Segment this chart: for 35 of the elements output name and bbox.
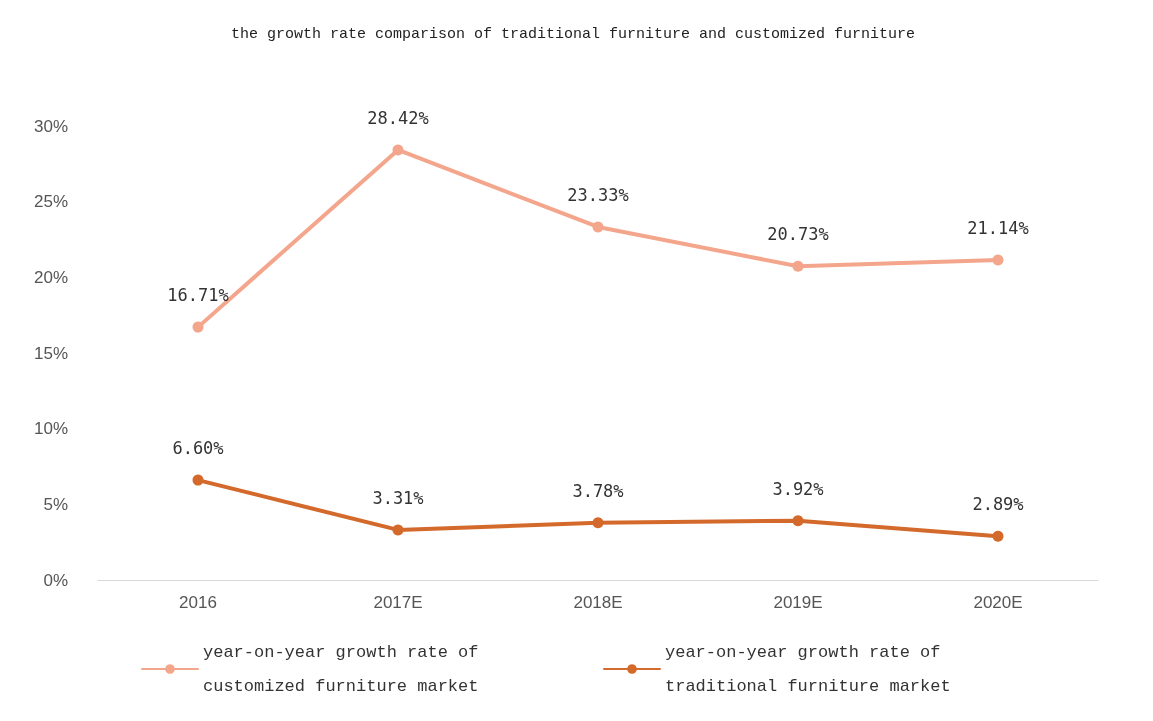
y-tick-label: 25% (33, 192, 68, 212)
point (392, 144, 404, 156)
data-label: 20.73% (767, 224, 829, 245)
point (192, 474, 204, 486)
data-label: 3.92% (772, 478, 824, 499)
x-tick-label: 2017E (373, 593, 423, 612)
y-tick-label: 0% (43, 570, 68, 590)
point (592, 221, 604, 233)
point (192, 321, 204, 333)
legend-label: year-on-year growth rate of traditional furniture market (665, 642, 951, 696)
data-label: 3.31% (372, 487, 424, 508)
point (592, 517, 604, 529)
data-label: 21.14% (967, 218, 1029, 239)
data-label: 6.60% (172, 438, 224, 459)
point (992, 530, 1004, 542)
x-tick-label: 2016 (179, 593, 217, 612)
point (992, 254, 1004, 266)
x-tick-label: 2019E (773, 593, 823, 612)
point (392, 524, 404, 536)
data-label: 28.42% (367, 107, 429, 128)
y-tick-label: 10% (33, 419, 68, 439)
y-tick-label: 20% (33, 267, 68, 287)
data-label: 16.71% (167, 285, 229, 306)
y-tick-label: 30% (33, 116, 68, 136)
y-tick-label: 5% (43, 494, 68, 514)
chart-title: the growth rate comparison of traditional furniture and customized furniture (230, 26, 916, 43)
y-tick-label: 15% (33, 343, 68, 363)
data-label: 3.78% (572, 480, 624, 501)
point (792, 515, 804, 527)
legend-label: year-on-year growth rate of customized furniture market (203, 642, 489, 696)
point (792, 260, 804, 272)
data-label: 23.33% (567, 184, 629, 205)
data-label: 2.89% (972, 494, 1024, 515)
x-tick-label: 2020E (973, 593, 1023, 612)
x-tick-label: 2018E (573, 593, 623, 612)
